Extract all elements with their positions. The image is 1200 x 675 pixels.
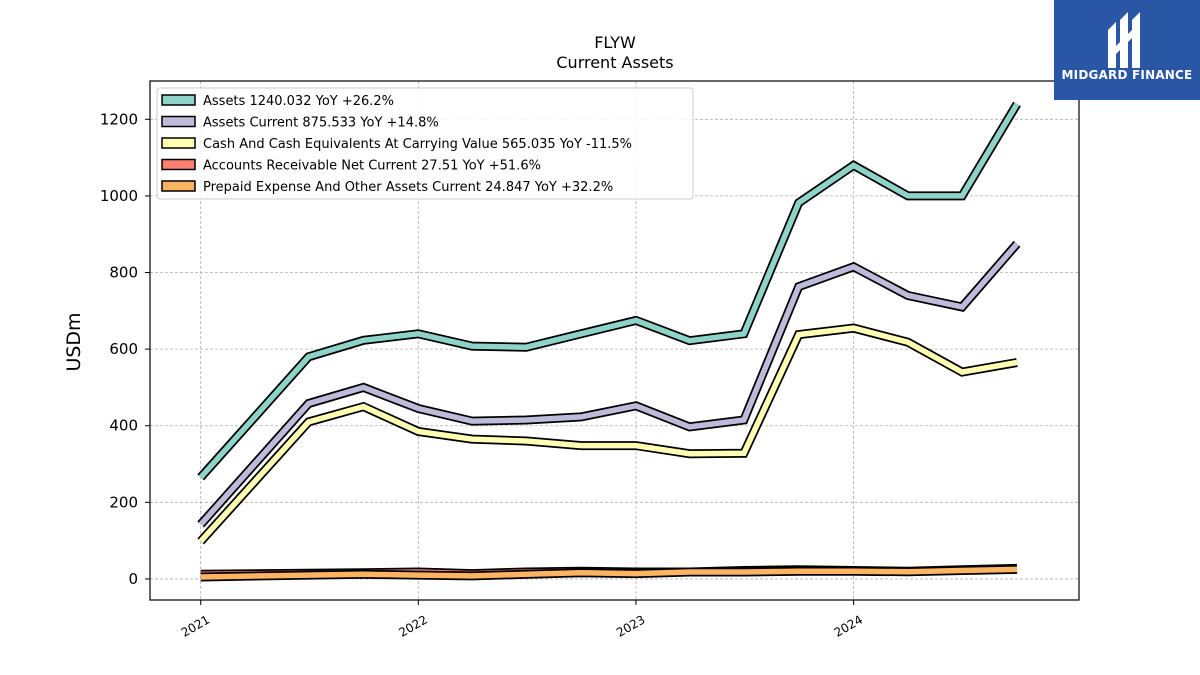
legend-swatch	[161, 158, 196, 171]
x-axis: 2021 2022 2023 2024	[179, 600, 865, 640]
legend-swatch	[161, 180, 196, 192]
x-tick-label: 2022	[396, 612, 429, 639]
x-tick-label: 2024	[832, 612, 865, 639]
y-axis: 0 200 400 600 800 1000 1200	[100, 110, 150, 588]
legend-swatch	[161, 137, 196, 149]
series-line-fill	[198, 241, 1020, 527]
legend-box	[156, 87, 694, 200]
y-tick-label: 0	[128, 570, 138, 588]
chart-subtitle: Current Assets	[556, 53, 673, 72]
legend-entry: Accounts Receivable Net Current 27.51 Yo…	[203, 159, 541, 174]
y-axis-label: USDm	[63, 312, 85, 371]
legend: Assets 1240.032 YoY +26.2% Assets Current…	[156, 87, 694, 200]
legend-entry: Cash And Cash Equivalents At Carrying Va…	[203, 137, 632, 152]
x-tick-label: 2023	[614, 612, 647, 639]
series-line-fill	[198, 325, 1018, 544]
midgard-logo-icon	[1108, 12, 1140, 68]
brand-logo: MIDGARD FINANCE	[1054, 0, 1200, 100]
brand-name: MIDGARD FINANCE	[1061, 68, 1193, 82]
series-line-2	[197, 240, 1021, 528]
legend-swatch	[161, 94, 196, 106]
legend-swatch	[161, 115, 196, 128]
series-line-fill	[198, 102, 1020, 480]
y-tick-label: 800	[109, 264, 138, 282]
chart-title: FLYW	[594, 33, 636, 52]
series-lines	[197, 101, 1021, 582]
series-line-fill	[200, 566, 1018, 580]
series-line-5	[200, 564, 1018, 582]
y-tick-label: 200	[109, 493, 138, 511]
series-line-outline	[197, 323, 1018, 545]
series-line-3	[197, 323, 1018, 545]
legend-entry: Prepaid Expense And Other Assets Current…	[203, 180, 613, 195]
y-tick-label: 600	[109, 340, 138, 358]
y-tick-label: 1000	[100, 187, 138, 205]
y-tick-label: 1200	[100, 110, 138, 128]
legend-entry: Assets 1240.032 YoY +26.2%	[203, 94, 394, 109]
plot-frame	[149, 80, 1080, 601]
series-line-1	[197, 101, 1021, 481]
x-tick-label: 2021	[179, 612, 212, 639]
legend-entry: Assets Current 875.533 YoY +14.8%	[203, 116, 439, 131]
y-tick-label: 400	[109, 417, 138, 435]
